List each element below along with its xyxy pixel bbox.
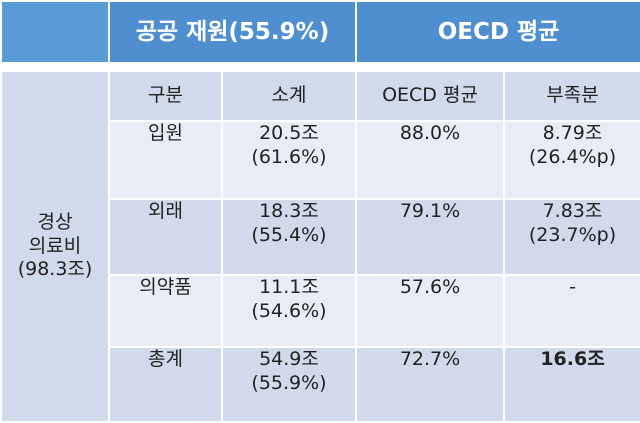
header-row: 공공 재원(55.9%) OECD 평균 xyxy=(0,0,640,64)
table-row-total: 총계 54.9조 (55.9%) 72.7% 16.6조 xyxy=(1,346,640,423)
subtotal-value: 11.1조 xyxy=(259,276,319,298)
subtotal-percent: (55.4%) xyxy=(251,223,327,246)
table-row-inpatient: 입원 20.5조 (61.6%) 88.0% 8.79조 (26.4%p) xyxy=(1,120,640,200)
header-corner xyxy=(0,0,110,64)
subtotal-value: 18.3조 xyxy=(259,200,319,222)
current-health-expenditure-label: 경상 의료비 (98.3조) xyxy=(0,70,110,423)
row-shortfall: - xyxy=(503,274,640,348)
header-gap xyxy=(0,62,640,72)
row-oecd-average: 72.7% xyxy=(355,346,505,423)
shortfall-value: 7.83조 xyxy=(542,200,603,222)
row-category: 총계 xyxy=(108,346,223,423)
row-subtotal: 11.1조 (54.6%) xyxy=(221,274,357,348)
row-shortfall-total: 16.6조 xyxy=(503,346,640,423)
subtotal-value: 20.5조 xyxy=(259,122,319,144)
subtotal-percent: (61.6%) xyxy=(251,145,327,168)
row-oecd-average: 79.1% xyxy=(355,198,505,276)
header-public-funding: 공공 재원(55.9%) xyxy=(108,0,357,64)
row-category: 외래 xyxy=(108,198,223,276)
row-subtotal: 18.3조 (55.4%) xyxy=(221,198,357,276)
shortfall-value: 8.79조 xyxy=(542,122,603,144)
row-shortfall: 7.83조 (23.7%p) xyxy=(503,198,640,276)
row-oecd-average: 88.0% xyxy=(355,120,505,200)
row-shortfall: 8.79조 (26.4%p) xyxy=(503,120,640,200)
table-row-outpatient: 외래 18.3조 (55.4%) 79.1% 7.83조 (23.7%p) xyxy=(1,198,640,276)
shortfall-percent: (26.4%p) xyxy=(528,145,617,168)
col-header-shortfall: 부족분 xyxy=(503,70,640,122)
header-oecd-average: OECD 평균 xyxy=(355,0,640,64)
col-header-subtotal: 소계 xyxy=(221,70,357,122)
subtotal-percent: (55.9%) xyxy=(251,371,327,394)
shortfall-percent: (23.7%p) xyxy=(528,223,617,246)
row-oecd-average: 57.6% xyxy=(355,274,505,348)
col-header-category: 구분 xyxy=(108,70,223,122)
row-category: 의약품 xyxy=(108,274,223,348)
subtotal-value: 54.9조 xyxy=(259,348,319,370)
subtotal-percent: (54.6%) xyxy=(251,299,327,322)
table-row-pharmaceuticals: 의약품 11.1조 (54.6%) 57.6% - xyxy=(1,274,640,348)
row-category: 입원 xyxy=(108,120,223,200)
row-subtotal: 20.5조 (61.6%) xyxy=(221,120,357,200)
row-subtotal: 54.9조 (55.9%) xyxy=(221,346,357,423)
column-header-row: 경상 의료비 (98.3조) 구분 소계 OECD 평균 부족분 xyxy=(0,70,640,423)
col-header-oecd-average: OECD 평균 xyxy=(355,70,505,122)
